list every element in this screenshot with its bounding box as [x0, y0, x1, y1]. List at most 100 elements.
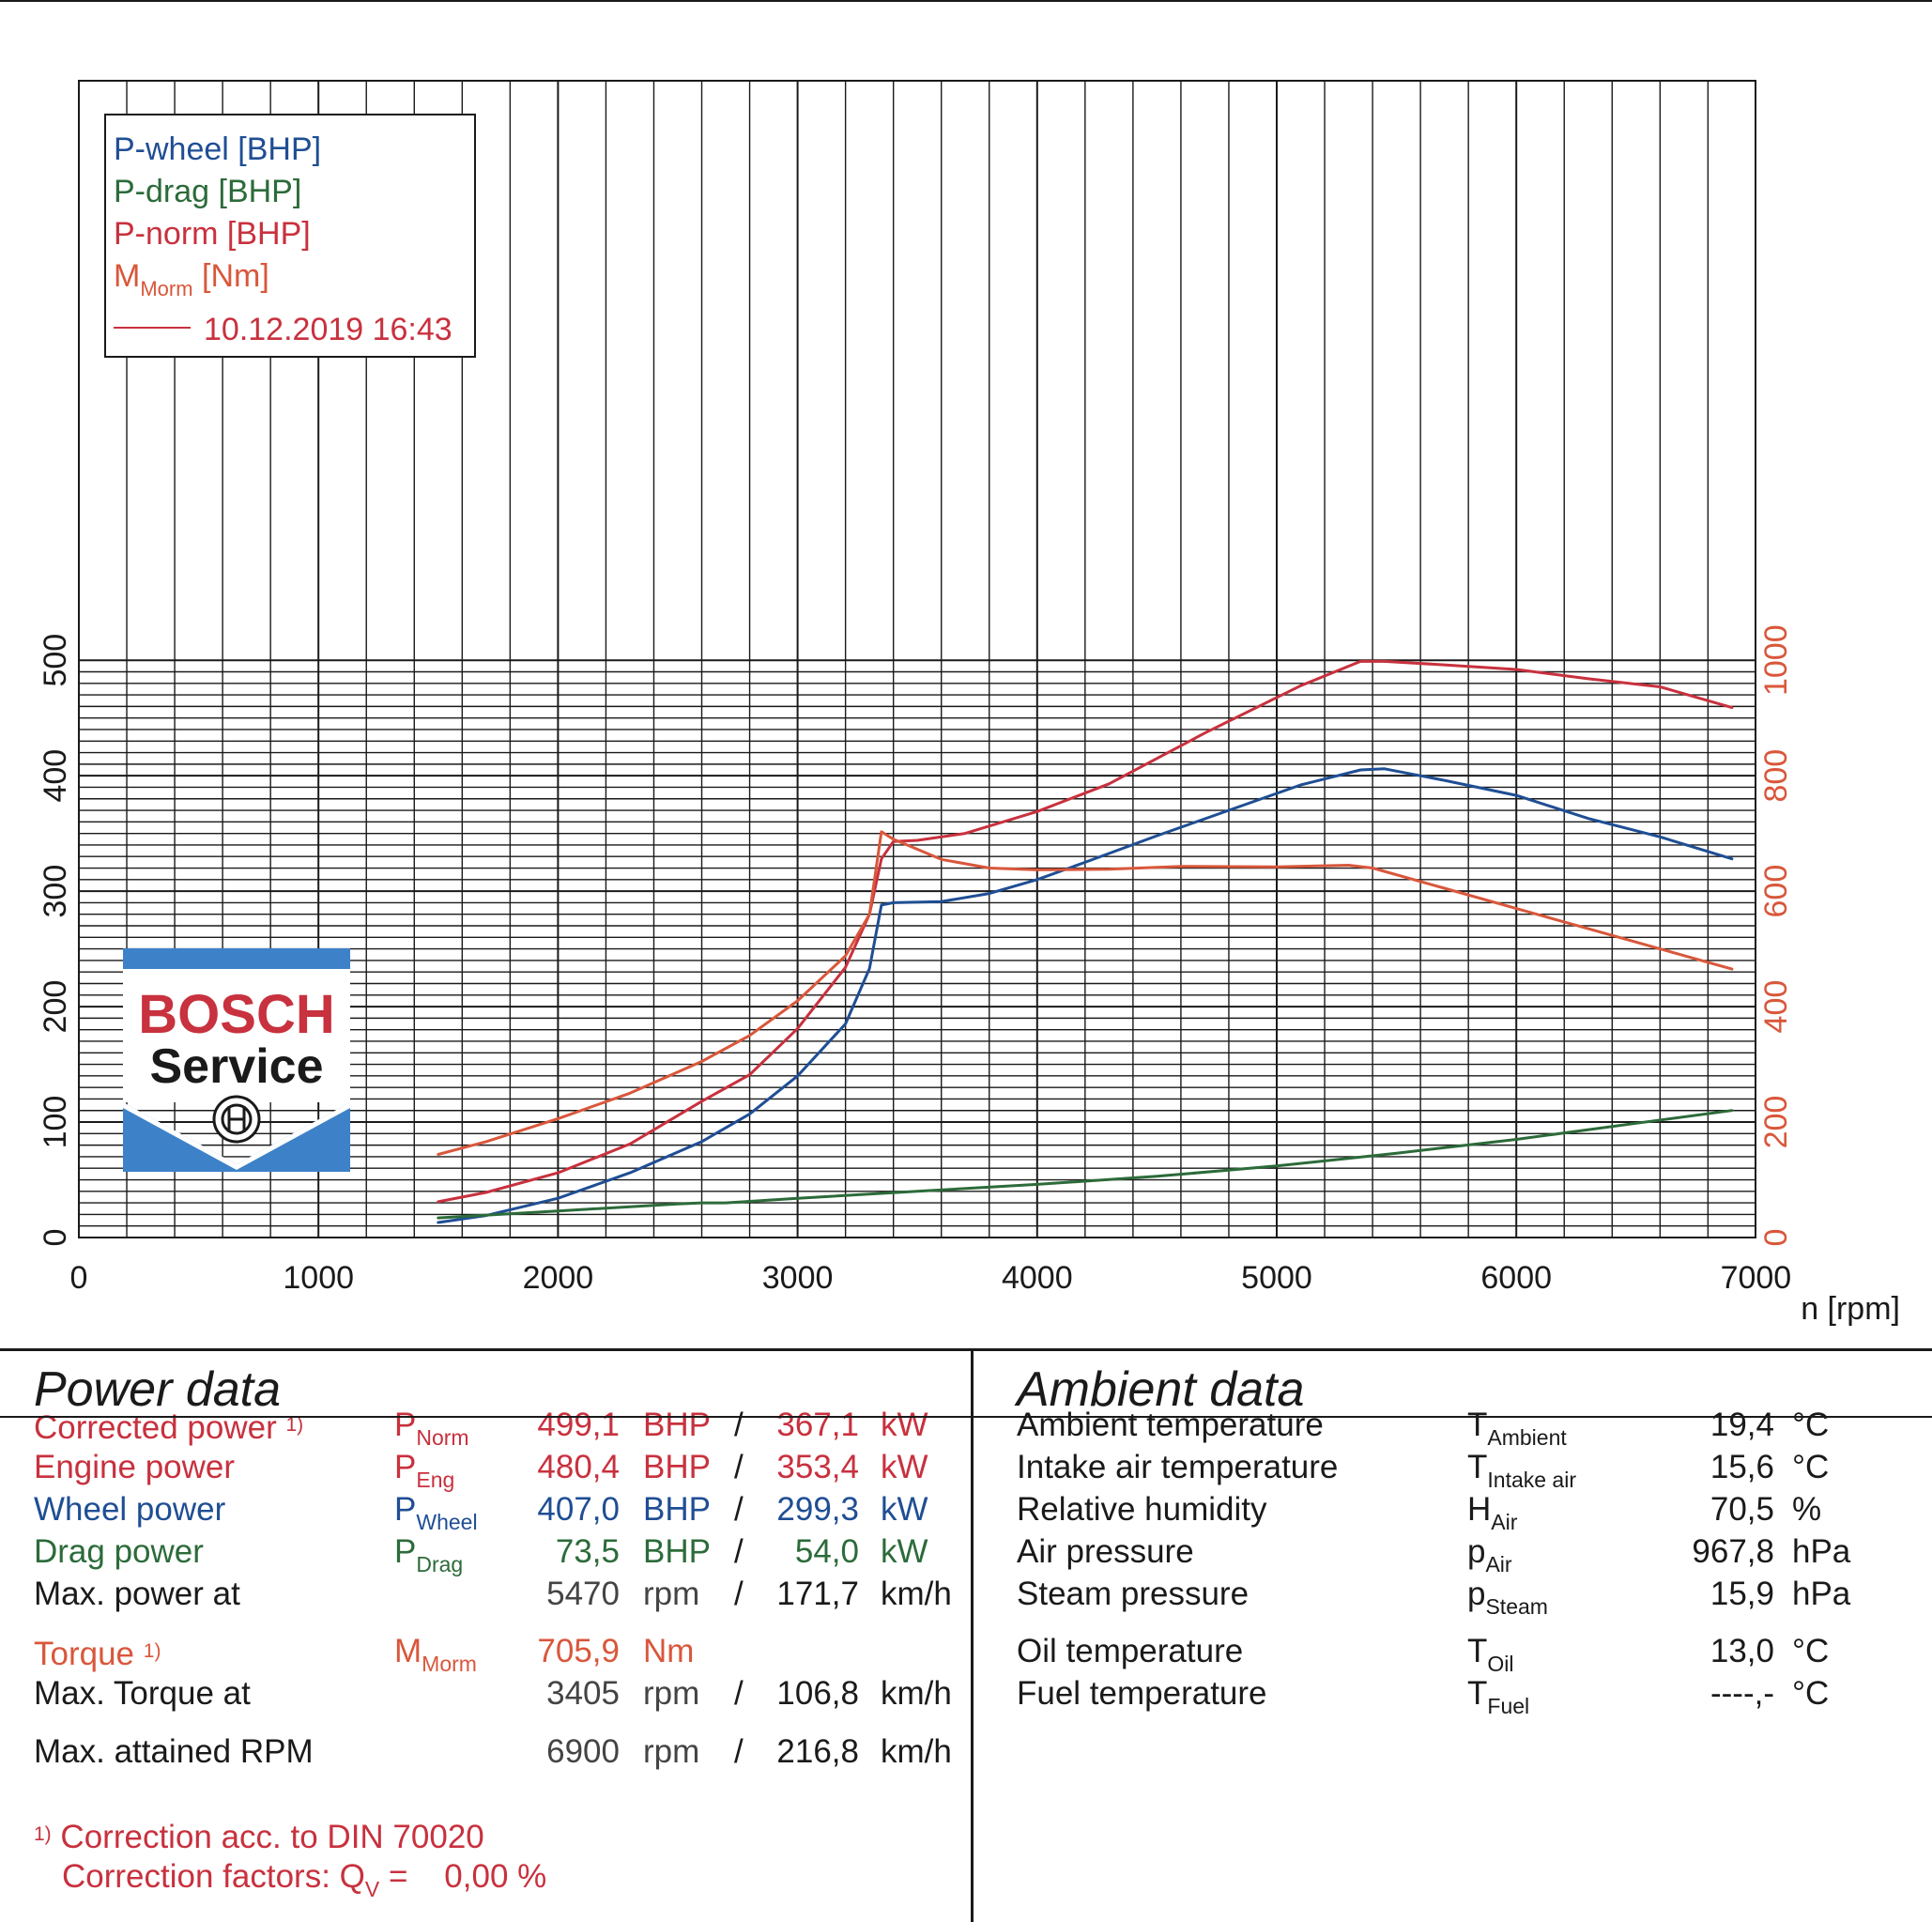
power-label: Max. Torque at — [34, 1675, 251, 1712]
series-line-3 — [437, 830, 1734, 1156]
power-value-2: 367,1 — [776, 1407, 859, 1443]
ambient-label: Air pressure — [1017, 1533, 1194, 1570]
x-tick-label: 5000 — [1241, 1260, 1312, 1296]
ambient-unit: % — [1792, 1491, 1822, 1528]
power-unit-1: BHP — [643, 1491, 711, 1528]
power-sep: / — [734, 1733, 744, 1770]
power-unit-1: rpm — [643, 1733, 700, 1770]
legend-entry-p-drag: P-drag [BHP] — [114, 174, 301, 209]
power-row: Max. attained RPM 6900 rpm / 216,8 km/h — [0, 1731, 972, 1773]
x-axis-label: n [rpm] — [1801, 1291, 1900, 1327]
ambient-row: Air pressure pAir 967,8 hPa — [972, 1531, 1932, 1576]
x-tick-label: 2000 — [523, 1260, 594, 1296]
power-row: Drag power PDrag 73,5 BHP / 54,0 kW — [0, 1531, 972, 1576]
ambient-label: Ambient temperature — [1017, 1407, 1324, 1443]
y-left-tick-label: 300 — [38, 865, 73, 918]
power-row: Max. power at 5470 rpm / 171,7 km/h — [0, 1574, 972, 1615]
x-tick-label: 0 — [70, 1260, 88, 1296]
power-row: Corrected power 1) PNorm 499,1 BHP / 367,1 kW — [0, 1405, 972, 1450]
power-label: Max. power at — [34, 1576, 240, 1612]
ambient-value: 15,9 — [1710, 1576, 1774, 1612]
power-value-2: 54,0 — [794, 1533, 859, 1570]
power-value-1: 5470 — [546, 1576, 620, 1612]
power-label: Engine power — [34, 1449, 236, 1485]
power-unit-2: km/h — [881, 1675, 952, 1712]
ambient-unit: °C — [1792, 1449, 1830, 1485]
ambient-symbol: pSteam — [1467, 1576, 1548, 1619]
correction-note: 1) Correction acc. to DIN 70020 — [34, 1814, 484, 1855]
ambient-label: Fuel temperature — [1017, 1675, 1267, 1712]
power-unit-1: rpm — [643, 1576, 700, 1612]
legend-entry-p-wheel: P-wheel [BHP] — [114, 131, 321, 167]
ambient-value: 15,6 — [1710, 1449, 1774, 1485]
logo-bosch-text: BOSCH — [138, 984, 334, 1045]
power-symbol: PNorm — [394, 1407, 469, 1450]
power-value-1: 73,5 — [555, 1533, 620, 1570]
y-right-tick-label: 1000 — [1758, 624, 1794, 696]
power-row: Engine power PEng 480,4 BHP / 353,4 kW — [0, 1447, 972, 1492]
y-right-tick-label: 200 — [1758, 1096, 1794, 1149]
ambient-value: 19,4 — [1710, 1407, 1774, 1443]
power-symbol: MMorm — [394, 1633, 477, 1676]
power-value-1: 407,0 — [537, 1491, 620, 1528]
power-symbol: PWheel — [394, 1491, 478, 1534]
power-value-2: 171,7 — [776, 1576, 859, 1612]
power-data-section: Power data Corrected power 1) PNorm 499,1 B… — [0, 1348, 972, 1922]
ambient-unit: °C — [1792, 1675, 1830, 1712]
chart-series — [437, 659, 1734, 1224]
y-right-tick-label: 400 — [1758, 980, 1794, 1034]
power-value-1: 480,4 — [537, 1449, 620, 1485]
power-sep: / — [734, 1491, 744, 1528]
chart-legend: P-wheel [BHP] P-drag [BHP] P-norm [BHP] … — [104, 114, 476, 358]
ambient-data-section: Ambient data Ambient temperature TAmbient… — [972, 1348, 1932, 1922]
power-sep: / — [734, 1675, 744, 1712]
ambient-label: Steam pressure — [1017, 1576, 1250, 1612]
power-unit-1: BHP — [643, 1407, 711, 1443]
y-left-tick-label: 400 — [38, 749, 73, 803]
ambient-row: Steam pressure pSteam 15,9 hPa — [972, 1574, 1932, 1619]
series-line-1 — [437, 1109, 1734, 1220]
ambient-symbol: pAir — [1467, 1533, 1512, 1576]
power-unit-1: rpm — [643, 1675, 700, 1712]
ambient-data-title: Ambient data — [1017, 1362, 1305, 1417]
power-symbol: PDrag — [394, 1533, 464, 1576]
legend-run-label: 10.12.2019 16:43 — [204, 312, 452, 347]
y-left-tick-label: 200 — [38, 980, 73, 1034]
ambient-value: ----,- — [1710, 1675, 1774, 1712]
x-tick-label: 7000 — [1721, 1260, 1792, 1296]
ambient-row: Ambient temperature TAmbient 19,4 °C — [972, 1405, 1932, 1450]
y-left-tick-label: 500 — [38, 634, 73, 687]
power-symbol: PEng — [394, 1449, 455, 1492]
ambient-label: Relative humidity — [1017, 1491, 1267, 1528]
bosch-service-logo: BOSCH Service — [123, 948, 350, 1172]
power-value-2: 299,3 — [776, 1491, 859, 1528]
power-value-1: 6900 — [546, 1733, 620, 1770]
power-unit-2: kW — [881, 1491, 928, 1528]
power-data-title: Power data — [34, 1362, 282, 1417]
ambient-symbol: TIntake air — [1467, 1449, 1576, 1492]
y-right-tick-label: 800 — [1758, 749, 1794, 803]
ambient-label: Intake air temperature — [1017, 1449, 1339, 1485]
ambient-unit: °C — [1792, 1407, 1830, 1443]
y-right-tick-label: 600 — [1758, 865, 1794, 918]
power-row: Max. Torque at 3405 rpm / 106,8 km/h — [0, 1673, 972, 1714]
power-unit-2: kW — [881, 1407, 928, 1443]
ambient-row: Oil temperature TOil 13,0 °C — [972, 1631, 1932, 1676]
section-top-rule — [0, 1348, 1932, 1351]
power-value-2: 106,8 — [776, 1675, 859, 1712]
power-unit-2: kW — [881, 1533, 928, 1570]
ambient-unit: hPa — [1792, 1576, 1851, 1612]
power-unit-2: kW — [881, 1449, 928, 1485]
ambient-label: Oil temperature — [1017, 1633, 1244, 1669]
ambient-symbol: TFuel — [1467, 1675, 1530, 1718]
power-unit-1: Nm — [643, 1633, 695, 1669]
section-header-rule — [0, 1416, 1932, 1418]
power-label: Corrected power 1) — [34, 1409, 304, 1446]
legend-entry-p-norm: P-norm [BHP] — [114, 216, 311, 252]
power-label: Wheel power — [34, 1491, 226, 1528]
power-value-2: 216,8 — [776, 1733, 859, 1770]
y-right-tick-label: 0 — [1758, 1229, 1794, 1247]
legend-entry-torque: MMorm [Nm] — [114, 258, 269, 300]
